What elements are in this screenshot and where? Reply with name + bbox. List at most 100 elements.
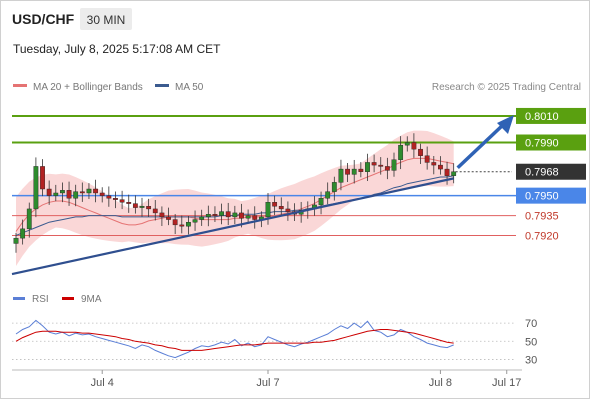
level-label-0.8010: 0.8010 [525,111,559,123]
candle-body [60,190,65,194]
level-label-0.7950: 0.7950 [525,191,559,203]
candle-body [338,168,344,183]
level-tag-0.8010 [516,107,586,124]
x-tick-label-Jul 4: Jul 4 [91,377,114,389]
level-tag-0.7950 [516,187,586,204]
candle-body [252,215,258,220]
candle-body [384,166,390,171]
candle-body [444,168,450,176]
bollinger-band-area [16,130,454,266]
x-axis: Jul 4 Jul 7 Jul 8 Jul 17 [91,370,521,389]
candle-body [285,208,291,212]
price-level-labels: 0.8010 0.7990 0.7968 0.7950 0.7935 0.7920 [516,107,586,242]
candle-body [172,219,178,226]
rsi-tick-70: 70 [525,318,537,330]
candle-body [132,203,138,208]
candle-body [79,191,85,194]
candle-body [451,171,457,176]
candle-body [404,142,410,146]
candle-body [46,188,52,196]
candle-body [205,214,211,218]
ma50-legend-label: MA 50 [175,82,204,93]
x-tick-label-Jul 17: Jul 17 [492,377,521,389]
candle-body [278,206,284,210]
candle-body [20,228,26,239]
candle-body [378,164,384,167]
candle-body [225,211,231,218]
candle-body [146,206,152,210]
ma50-legend-swatch [155,84,169,87]
candle-body [40,166,45,190]
candle-body [166,216,171,220]
candle-body [26,208,32,230]
candle-body [86,188,92,194]
rsi-legend-swatch [13,297,25,300]
x-tick-label-Jul 8: Jul 8 [429,377,452,389]
candle-body [391,159,397,171]
credit-label: Research © 2025 Trading Central [432,82,581,93]
candle-body [126,202,132,204]
datetime-label: Tuesday, July 8, 2025 5:17:08 AM CET [13,42,221,56]
target-arrow [456,123,505,170]
target-arrow-head [497,114,514,134]
symbol-title: USD/CHF [12,11,75,27]
candle-body [219,211,224,216]
bollinger-band [16,130,454,266]
candle-body [318,198,324,206]
candle-body [424,155,430,163]
candle-body [159,212,165,218]
candle-body [93,188,98,194]
rsi-tick-50: 50 [525,336,537,348]
rsi-ma-legend-label: 9MA [81,294,102,305]
candle-body [113,198,118,200]
level-label-0.7935: 0.7935 [525,211,559,223]
candle-body [331,182,337,192]
candle-body [418,148,423,156]
candle-body [66,190,72,199]
trend-lines [11,114,514,276]
candle-body [199,216,205,220]
candle-body [411,142,417,150]
candle-body [139,206,145,208]
level-label-0.7968: 0.7968 [525,167,559,179]
level-tag-0.7968 [516,163,586,180]
candle-body [192,219,198,223]
rsi-ma-line [15,329,454,351]
candle-body [232,212,238,218]
candle-body [53,192,59,196]
candle-body [119,199,125,203]
rsi-ma-legend-swatch [62,297,74,300]
candle-body [152,208,158,214]
candle-body [245,215,251,219]
x-tick-label-Jul 7: Jul 7 [256,377,279,389]
timeframe-label: 30 MIN [87,13,126,27]
ma20-legend-swatch [13,84,27,87]
candle-body [431,162,437,166]
level-tag-0.7990 [516,134,586,151]
level-label-0.7920: 0.7920 [525,230,559,242]
candle-body [438,164,443,170]
candlesticks [13,133,457,253]
candle-body [212,214,218,216]
rsi-tick-30: 30 [525,354,537,366]
candle-body [13,237,19,244]
timeframe-badge[interactable] [80,8,132,30]
candle-body [239,212,244,219]
candle-body [265,202,271,218]
candle-body [325,191,331,199]
candle-body [73,191,79,199]
candle-body [33,166,39,210]
candle-body [272,202,278,207]
candle-body [345,168,350,175]
candle-body [179,224,185,227]
candle-body [371,162,377,166]
candle-body [186,222,191,227]
ma20-legend-label: MA 20 + Bollinger Bands [33,82,143,93]
candle-body [398,144,404,160]
candle-body [106,195,112,199]
rsi-legend-label: RSI [32,294,49,305]
candle-body [365,162,370,172]
candle-body [358,168,364,172]
